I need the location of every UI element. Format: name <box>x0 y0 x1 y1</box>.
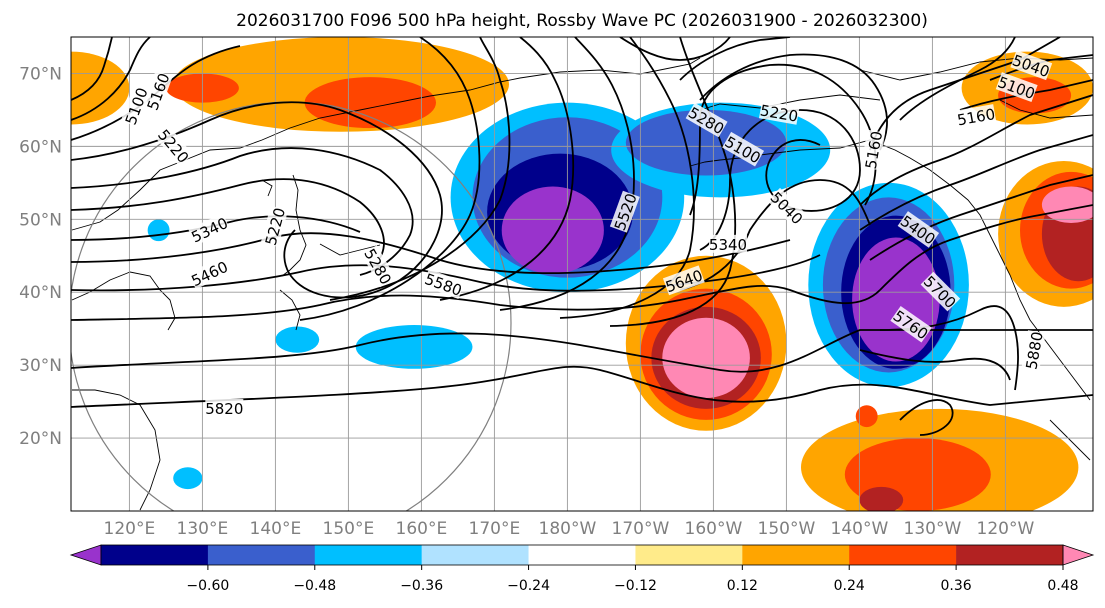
lon-tick-label: 180°W <box>539 519 597 539</box>
contour-label-halo <box>422 269 465 299</box>
contour-label-halo <box>920 271 961 312</box>
lon-tick-label: 160°W <box>685 519 743 539</box>
colorbar-cell <box>849 545 957 565</box>
contour-label-halo <box>1010 50 1053 81</box>
contour-label-halo <box>860 129 886 171</box>
lon-tick-label: 150°W <box>758 519 816 539</box>
contour-label-5820: 5820 <box>205 398 244 418</box>
lon-tick-label: 120°E <box>104 519 156 539</box>
colorbar-extend-min <box>69 544 102 566</box>
colorbar-cell <box>207 545 316 565</box>
contour-label-5340: 5340 <box>709 234 747 254</box>
colorbar-cell <box>956 545 1064 565</box>
shade-subtropical-negative-1 <box>355 325 473 369</box>
contour-label-halo <box>361 245 396 288</box>
contour-label-halo <box>955 104 997 129</box>
shade-dateline-trough-core <box>501 186 604 274</box>
colorbar-tick-label: 0.36 <box>941 578 972 594</box>
contour-label-halo <box>1021 330 1046 371</box>
colorbar-tick-label: 0.48 <box>1047 578 1078 594</box>
shade-east-asia-positive-west <box>71 51 130 125</box>
lon-tick-label: 150°E <box>323 519 375 539</box>
lon-tick-label: 140°W <box>831 519 889 539</box>
contour-label-5160: 5160 <box>860 129 886 171</box>
lon-tick-label: 130°W <box>904 519 962 539</box>
colorbar-tick-label: −0.24 <box>507 578 550 594</box>
shade-mexico-positive-dark <box>859 486 904 511</box>
colorbar-tick-label: −0.60 <box>186 578 229 594</box>
contour-label-halo <box>188 213 231 246</box>
contour-label-text: 5340 <box>709 236 747 254</box>
colorbar-cell <box>528 545 636 565</box>
colorbar-frame <box>100 544 1064 566</box>
colorbar-tick-label: −0.48 <box>293 578 336 594</box>
contour-label-halo <box>205 398 244 417</box>
contour-label-halo <box>120 85 151 127</box>
contour-label-halo <box>897 211 940 248</box>
contour-label-halo <box>890 305 932 343</box>
colorbar: −0.60 −0.48 −0.36 −0.24 −0.12 0.12 0.24 0.36 0.4… <box>69 544 1095 594</box>
longitude-labels: 120°E 130°E 140°E 150°E 160°E 170°E 180°W 170°W… <box>104 519 1035 539</box>
contour-label-halo <box>767 187 807 228</box>
contour-label-halo <box>662 265 705 296</box>
colorbar-cell <box>742 545 850 565</box>
lat-tick-label: 40°N <box>19 283 62 303</box>
chart-title: 2026031700 F096 500 hPa height, Rossby W… <box>236 11 928 31</box>
shade-hawaii-ridge-core <box>662 317 750 398</box>
contour-label-halo <box>260 205 289 248</box>
contour-label-halo <box>709 234 747 253</box>
latitude-labels: 20°N 30°N 40°N 50°N 60°N 70°N <box>19 64 62 449</box>
colorbar-tick-label: 0.12 <box>727 578 758 594</box>
lon-tick-label: 170°E <box>469 519 521 539</box>
lat-tick-label: 60°N <box>19 137 62 157</box>
lat-tick-label: 70°N <box>19 64 62 84</box>
colorbar-cell <box>101 545 209 565</box>
colorbar-extend-max <box>1062 544 1095 566</box>
contour-label-text: 5820 <box>205 400 243 418</box>
lon-tick-label: 160°E <box>396 519 448 539</box>
contour-label-halo <box>722 131 765 167</box>
lon-tick-label: 120°W <box>977 519 1035 539</box>
lat-tick-label: 50°N <box>19 210 62 230</box>
shade-subtropical-negative-2 <box>275 326 320 353</box>
shade-small-red-spot <box>855 405 878 428</box>
lat-tick-label: 30°N <box>19 356 62 376</box>
colorbar-tick-label: 0.24 <box>834 578 865 594</box>
height-contours <box>71 37 1093 436</box>
contour-label-halo <box>188 256 231 290</box>
colorbar-cell <box>314 545 422 565</box>
contour-label-halo <box>685 102 728 138</box>
shade-east-asia-positive-north-core <box>304 77 436 129</box>
colorbar-tick-label: −0.36 <box>400 578 443 594</box>
contour-label-halo <box>142 70 173 113</box>
colorbar-ticks: −0.60 −0.48 −0.36 −0.24 −0.12 0.12 0.24 0.36 0.4… <box>186 565 1079 594</box>
colorbar-cells <box>69 544 1095 566</box>
contour-label-halo <box>609 190 640 233</box>
map-frame <box>70 36 1094 512</box>
colorbar-tick-label: −0.12 <box>614 578 657 594</box>
lon-tick-label: 130°E <box>177 519 229 539</box>
lon-tick-label: 170°W <box>612 519 670 539</box>
lon-tick-label: 140°E <box>250 519 302 539</box>
contour-label-halo <box>995 72 1038 103</box>
colorbar-cell <box>421 545 529 565</box>
shade-subtropical-negative-4 <box>173 467 203 490</box>
shade-subtropical-negative-3 <box>147 219 170 242</box>
colorbar-cell <box>635 545 743 565</box>
contour-label-halo <box>758 100 800 125</box>
lat-tick-label: 20°N <box>19 429 62 449</box>
contour-label-halo <box>154 125 194 167</box>
shade-north-america-ridge-core <box>1041 186 1093 223</box>
